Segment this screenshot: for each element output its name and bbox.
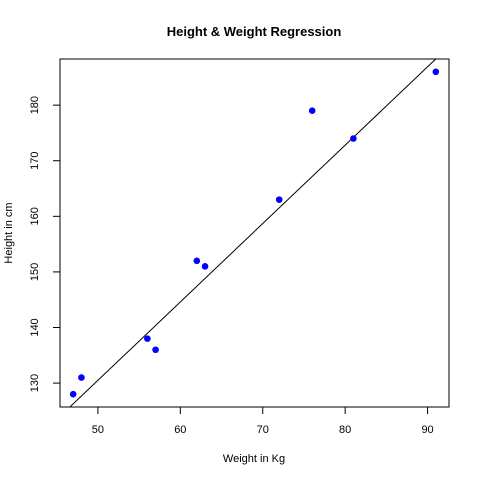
data-point (201, 263, 209, 270)
data-point (152, 346, 159, 354)
data-point (69, 390, 77, 398)
y-tick-label: 180 (29, 96, 41, 114)
y-tick-label: 130 (29, 374, 41, 392)
x-tick-label: 50 (92, 424, 104, 436)
x-axis-label: Weight in Kg (223, 453, 285, 465)
plot-area (69, 59, 440, 407)
y-tick-label: 150 (29, 263, 41, 281)
x-tick-label: 90 (421, 424, 433, 436)
y-tick-label: 140 (29, 318, 41, 336)
data-point (350, 135, 357, 142)
x-tick-label: 80 (339, 424, 351, 436)
y-tick-label: 160 (29, 207, 41, 225)
data-point (432, 68, 440, 76)
plot-frame (59, 58, 450, 408)
x-tick-label: 60 (174, 424, 186, 436)
y-axis-label: Height in cm (3, 202, 15, 263)
regression-line (69, 59, 437, 407)
data-point (275, 196, 283, 203)
data-point (193, 257, 201, 265)
x-axis: 50 60 70 80 90 (92, 407, 434, 436)
x-tick-label: 70 (257, 424, 269, 436)
y-tick-label: 170 (29, 152, 41, 170)
data-point (78, 374, 85, 381)
data-point (308, 107, 316, 114)
chart-title: Height & Weight Regression (167, 24, 342, 39)
data-point (144, 335, 151, 342)
y-axis: 130 140 150 160 170 180 (29, 96, 60, 392)
